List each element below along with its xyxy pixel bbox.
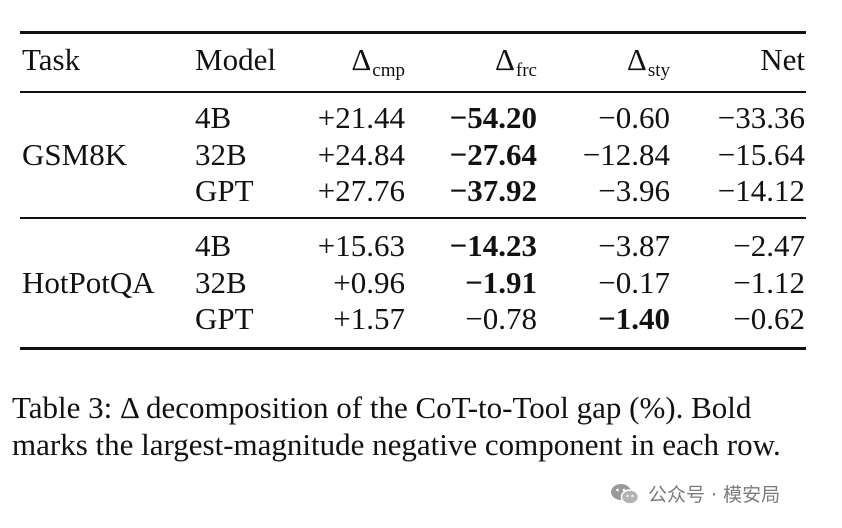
frc-cell: −0.78 [465, 301, 537, 336]
frc-cell: −54.20 [449, 100, 537, 135]
model-cell: GPT [195, 301, 254, 336]
watermark-text: 公众号 · 模安局 [648, 484, 781, 506]
net-cell: −33.36 [717, 100, 805, 135]
sty-cell: −0.60 [598, 100, 670, 135]
net-cell: −2.47 [733, 228, 805, 263]
frc-cell: −1.91 [465, 265, 537, 300]
watermark: 公众号 · 模安局 [610, 480, 780, 507]
net-cell: −15.64 [717, 137, 805, 172]
net-cell: −0.62 [733, 301, 805, 336]
frc-cell: −37.92 [449, 173, 537, 208]
table-header-rule [20, 91, 806, 93]
table-top-rule [20, 31, 806, 34]
header-delta-sty: Δsty [627, 42, 670, 89]
sty-cell: −1.40 [598, 301, 670, 336]
delta-symbol: Δ [494, 42, 515, 77]
header-delta-cmp-sub: cmp [372, 60, 405, 81]
sty-cell: −12.84 [582, 137, 670, 172]
wechat-icon [611, 483, 640, 505]
task-label-gsm8k: GSM8K [22, 137, 128, 172]
header-model: Model [195, 42, 276, 77]
cmp-cell: +27.76 [317, 173, 405, 208]
net-cell: −1.12 [733, 265, 805, 300]
frc-cell: −27.64 [449, 137, 537, 172]
table-bottom-rule [20, 347, 806, 350]
model-cell: 4B [195, 100, 232, 135]
table-group-rule [20, 217, 806, 219]
header-net: Net [760, 42, 805, 77]
cmp-cell: +21.44 [317, 100, 405, 135]
sty-cell: −3.96 [598, 173, 670, 208]
model-cell: 4B [195, 228, 232, 263]
sty-cell: −3.87 [598, 228, 670, 263]
frc-cell: −14.23 [449, 228, 537, 263]
sty-cell: −0.17 [598, 265, 670, 300]
delta-symbol: Δ [626, 42, 647, 77]
header-delta-frc: Δfrc [495, 42, 537, 89]
delta-symbol: Δ [351, 42, 372, 77]
model-cell: GPT [195, 173, 254, 208]
model-cell: 32B [195, 137, 247, 172]
task-label-hotpotqa: HotPotQA [22, 265, 155, 300]
cmp-cell: +1.57 [333, 301, 405, 336]
header-delta-sty-sub: sty [647, 60, 670, 81]
net-cell: −14.12 [717, 173, 805, 208]
header-delta-frc-sub: frc [515, 60, 537, 81]
table-caption: Table 3: Δ decomposition of the CoT-to-T… [12, 390, 781, 462]
header-task: Task [22, 42, 81, 77]
cmp-cell: +15.63 [317, 228, 405, 263]
cmp-cell: +24.84 [317, 137, 405, 172]
model-cell: 32B [195, 265, 247, 300]
cmp-cell: +0.96 [333, 265, 405, 300]
header-delta-cmp: Δcmp [351, 42, 405, 89]
